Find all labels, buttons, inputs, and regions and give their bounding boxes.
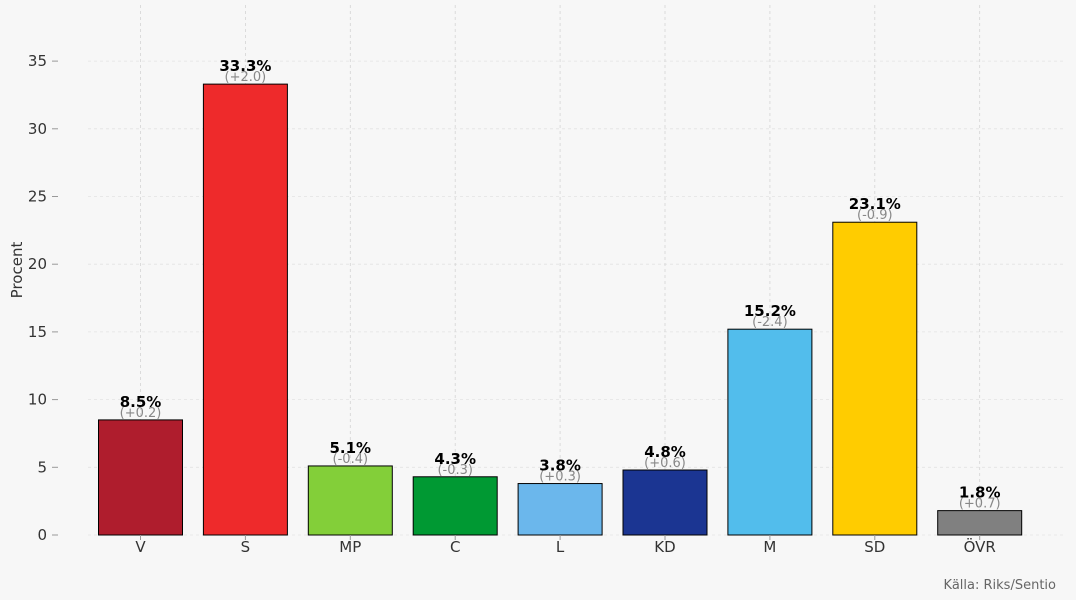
change-label: (+0.7) xyxy=(959,497,1001,512)
x-axis: V S MP C L KD M SD ÖVR xyxy=(135,535,996,556)
bar-sd xyxy=(832,221,918,536)
x-tick-label: V xyxy=(135,538,146,556)
y-tick-label: 10 xyxy=(28,391,47,409)
value-label: 4.3% xyxy=(434,450,476,468)
change-label: (+0.3) xyxy=(539,470,581,485)
source-note: Källa: Riks/Sentio xyxy=(944,578,1056,593)
x-tick-label: L xyxy=(556,538,565,556)
y-tick-label: 5 xyxy=(37,458,47,476)
value-label: 23.1% xyxy=(849,195,901,213)
x-tick-label: M xyxy=(763,538,776,556)
data-labels: 8.5%(+0.2) 33.3%(+2.0) 5.1%(-0.4) 4.3%(-0.3… xyxy=(120,57,1001,512)
y-tick-label: 0 xyxy=(37,526,47,544)
bar-l xyxy=(517,483,603,536)
bar-kd xyxy=(622,469,708,536)
value-label: 3.8% xyxy=(539,457,581,475)
y-axis-label: Procent xyxy=(8,242,26,299)
y-tick-label: 20 xyxy=(28,255,47,273)
x-tick-label: MP xyxy=(339,538,361,556)
x-tick-label: C xyxy=(450,538,460,556)
bar-m xyxy=(727,328,813,536)
value-label: 15.2% xyxy=(744,302,796,320)
bar-v xyxy=(98,419,183,536)
value-label: 1.8% xyxy=(959,484,1001,502)
bars xyxy=(98,83,1023,536)
value-label: 5.1% xyxy=(329,439,371,457)
x-tick-label: ÖVR xyxy=(964,537,996,556)
change-label: (+0.6) xyxy=(644,456,686,471)
value-label: 33.3% xyxy=(219,57,271,75)
bar-mp xyxy=(307,465,393,536)
change-label: (-0.9) xyxy=(857,208,893,223)
x-tick-label: SD xyxy=(864,538,885,556)
y-axis: 0 5 10 15 20 25 30 35 xyxy=(28,52,58,544)
value-label: 8.5% xyxy=(120,393,162,411)
y-tick-label: 30 xyxy=(28,120,47,138)
x-tick-label: S xyxy=(241,538,251,556)
change-label: (-0.4) xyxy=(333,452,369,467)
change-label: (-2.4) xyxy=(752,315,788,330)
change-label: (-0.3) xyxy=(437,463,473,478)
value-label: 4.8% xyxy=(644,443,686,461)
y-tick-label: 25 xyxy=(28,188,47,206)
y-tick-label: 15 xyxy=(28,323,47,341)
bar-c xyxy=(412,476,498,536)
bar-övr xyxy=(937,510,1023,536)
bar-s xyxy=(202,83,288,536)
change-label: (+0.2) xyxy=(120,406,162,421)
change-label: (+2.0) xyxy=(225,70,267,85)
x-tick-label: KD xyxy=(654,538,675,556)
y-tick-label: 35 xyxy=(28,52,47,70)
